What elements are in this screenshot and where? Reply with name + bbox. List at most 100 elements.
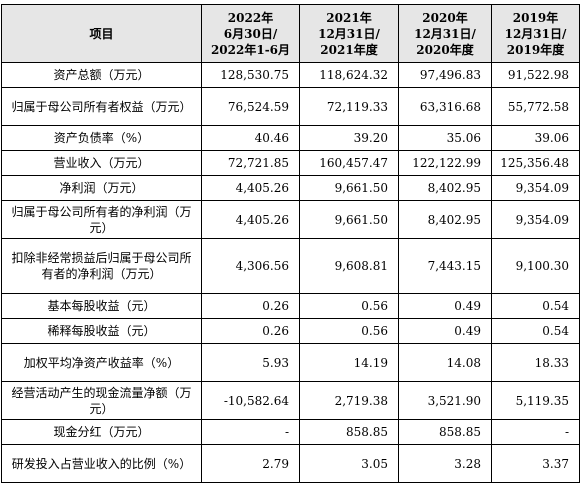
cell-value: 0.54 — [491, 318, 580, 344]
header-line: 2021年 — [326, 10, 372, 25]
cell-value: 5,119.35 — [491, 381, 580, 420]
cell-value: 2.79 — [201, 444, 300, 483]
cell-value: 40.46 — [201, 125, 300, 151]
cell-value: 14.08 — [398, 343, 492, 382]
header-line: 6月30日/ — [223, 26, 278, 41]
cell-value: 14.19 — [299, 343, 399, 382]
cell-value: 9,100.30 — [491, 238, 580, 294]
cell-value: 0.49 — [398, 293, 492, 319]
table-row: 净利润（万元） 4,405.26 9,661.50 8,402.95 9,354… — [1, 175, 580, 201]
header-line: 12月31日/ — [414, 26, 476, 41]
table-row: 归属于母公司所有者权益（万元） 76,524.59 72,119.33 63,3… — [1, 87, 580, 126]
row-label: 基本每股收益（元） — [1, 293, 202, 319]
cell-value: 63,316.68 — [398, 87, 492, 126]
financial-data-table: 项目 2022年 6月30日/ 2022年1-6月 2021年 12月31日/ … — [1, 4, 580, 483]
cell-value: 858.85 — [299, 419, 399, 445]
cell-value: 0.26 — [201, 293, 300, 319]
cell-value: 0.49 — [398, 318, 492, 344]
header-col-2022h1: 2022年 6月30日/ 2022年1-6月 — [201, 4, 300, 63]
cell-value: 39.20 — [299, 125, 399, 151]
row-label: 加权平均净资产收益率（%） — [1, 343, 202, 382]
cell-value: 72,119.33 — [299, 87, 399, 126]
row-label: 扣除非经常损益后归属于母公司所有者的净利润（万元） — [1, 238, 202, 294]
row-label: 稀释每股收益（元） — [1, 318, 202, 344]
row-label: 资产负债率（%） — [1, 125, 202, 151]
cell-value: 128,530.75 — [201, 62, 300, 88]
cell-value: 122,122.99 — [398, 150, 492, 176]
cell-value: 858.85 — [398, 419, 492, 445]
table-row: 归属于母公司所有者的净利润（万元） 4,405.26 9,661.50 8,40… — [1, 200, 580, 239]
header-line: 2022年1-6月 — [210, 42, 291, 57]
cell-value: 35.06 — [398, 125, 492, 151]
cell-value: 3.28 — [398, 444, 492, 483]
row-label: 营业收入（万元） — [1, 150, 202, 176]
cell-value: 8,402.95 — [398, 175, 492, 201]
cell-value: 160,457.47 — [299, 150, 399, 176]
header-line: 12月31日/ — [318, 26, 380, 41]
cell-value: 4,405.26 — [201, 200, 300, 239]
header-line: 2021年度 — [320, 42, 378, 57]
cell-value: 76,524.59 — [201, 87, 300, 126]
cell-value: 9,661.50 — [299, 175, 399, 201]
row-label: 现金分红（万元） — [1, 419, 202, 445]
header-line: 2022年 — [227, 10, 274, 25]
table-row: 稀释每股收益（元） 0.26 0.56 0.49 0.54 — [1, 318, 580, 344]
table-row: 基本每股收益（元） 0.26 0.56 0.49 0.54 — [1, 293, 580, 319]
cell-value: 5.93 — [201, 343, 300, 382]
cell-value: 91,522.98 — [491, 62, 580, 88]
header-line: 12月31日/ — [504, 26, 567, 41]
header-row: 项目 2022年 6月30日/ 2022年1-6月 2021年 12月31日/ … — [1, 4, 580, 63]
row-label: 净利润（万元） — [1, 175, 202, 201]
cell-value: - — [491, 419, 580, 445]
header-col-2021: 2021年 12月31日/ 2021年度 — [299, 4, 399, 63]
table-row: 资产总额（万元） 128,530.75 118,624.32 97,496.83… — [1, 62, 580, 88]
cell-value: - — [201, 419, 300, 445]
header-line: 2020年 — [422, 10, 468, 25]
cell-value: 39.06 — [491, 125, 580, 151]
header-line: 2020年度 — [416, 42, 474, 57]
header-item-label: 项目 — [89, 26, 114, 41]
cell-value: 55,772.58 — [491, 87, 580, 126]
cell-value: 125,356.48 — [491, 150, 580, 176]
table-body: 资产总额（万元） 128,530.75 118,624.32 97,496.83… — [1, 62, 580, 483]
cell-value: 3.37 — [491, 444, 580, 483]
table-row: 资产负债率（%） 40.46 39.20 35.06 39.06 — [1, 125, 580, 151]
cell-value: 3.05 — [299, 444, 399, 483]
cell-value: 8,402.95 — [398, 200, 492, 239]
table-row: 研发投入占营业收入的比例（%） 2.79 3.05 3.28 3.37 — [1, 444, 580, 483]
cell-value: 7,443.15 — [398, 238, 492, 294]
cell-value: 97,496.83 — [398, 62, 492, 88]
header-col-2019: 2019年 12月31日/ 2019年度 — [491, 4, 580, 63]
cell-value: 72,721.85 — [201, 150, 300, 176]
cell-value: -10,582.64 — [201, 381, 300, 420]
table-row: 现金分红（万元） - 858.85 858.85 - — [1, 419, 580, 445]
cell-value: 18.33 — [491, 343, 580, 382]
cell-value: 0.56 — [299, 318, 399, 344]
header-line: 2019年度 — [506, 42, 565, 57]
header-col-2020: 2020年 12月31日/ 2020年度 — [398, 4, 492, 63]
row-label: 经营活动产生的现金流量净额（万元） — [1, 381, 202, 420]
row-label: 归属于母公司所有者权益（万元） — [1, 87, 202, 126]
cell-value: 9,661.50 — [299, 200, 399, 239]
cell-value: 4,405.26 — [201, 175, 300, 201]
cell-value: 118,624.32 — [299, 62, 399, 88]
header-line: 2019年 — [512, 10, 559, 25]
cell-value: 0.54 — [491, 293, 580, 319]
cell-value: 9,354.09 — [491, 175, 580, 201]
cell-value: 9,354.09 — [491, 200, 580, 239]
row-label: 资产总额（万元） — [1, 62, 202, 88]
header-item: 项目 — [1, 4, 202, 63]
table-row: 营业收入（万元） 72,721.85 160,457.47 122,122.99… — [1, 150, 580, 176]
cell-value: 3,521.90 — [398, 381, 492, 420]
table-row: 加权平均净资产收益率（%） 5.93 14.19 14.08 18.33 — [1, 343, 580, 382]
table-row: 扣除非经常损益后归属于母公司所有者的净利润（万元） 4,306.56 9,608… — [1, 238, 580, 294]
table-row: 经营活动产生的现金流量净额（万元） -10,582.64 2,719.38 3,… — [1, 381, 580, 420]
table-header: 项目 2022年 6月30日/ 2022年1-6月 2021年 12月31日/ … — [1, 4, 580, 63]
cell-value: 9,608.81 — [299, 238, 399, 294]
row-label: 归属于母公司所有者的净利润（万元） — [1, 200, 202, 239]
cell-value: 0.26 — [201, 318, 300, 344]
cell-value: 0.56 — [299, 293, 399, 319]
cell-value: 2,719.38 — [299, 381, 399, 420]
row-label: 研发投入占营业收入的比例（%） — [1, 444, 202, 483]
cell-value: 4,306.56 — [201, 238, 300, 294]
